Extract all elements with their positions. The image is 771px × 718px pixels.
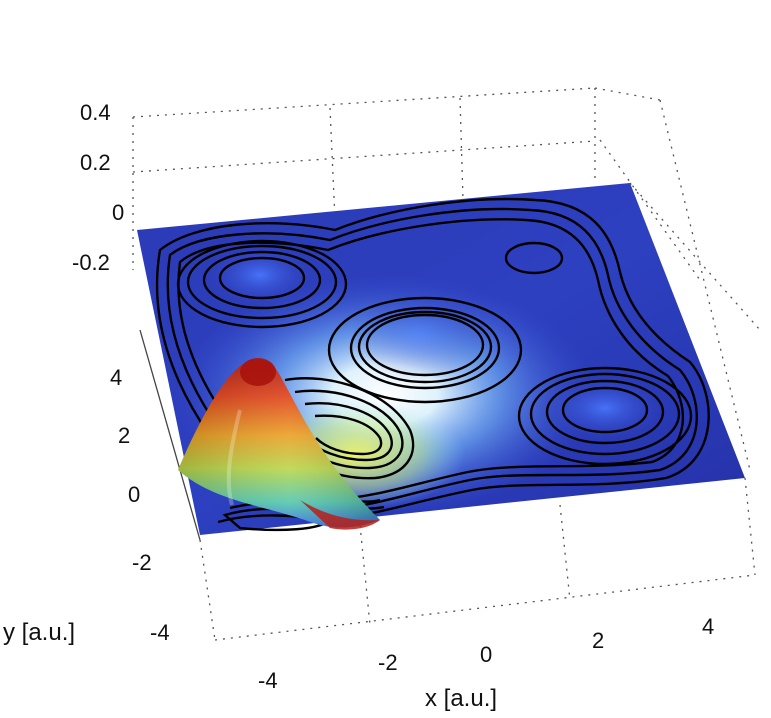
x-tick-label: 0 bbox=[480, 642, 492, 667]
z-tick-label: 0.2 bbox=[80, 150, 111, 175]
peak-bump bbox=[178, 358, 380, 530]
y-axis-label: y [a.u.] bbox=[3, 619, 75, 646]
y-tick-label: -4 bbox=[150, 620, 170, 645]
x-tick-label: 4 bbox=[702, 614, 714, 639]
z-axis: 0.4 0.2 0 -0.2 bbox=[72, 100, 124, 275]
x-axis-label: x [a.u.] bbox=[425, 685, 497, 712]
y-tick-label: -2 bbox=[132, 550, 152, 575]
x-axis: -4 -2 0 2 4 x [a.u.] bbox=[258, 614, 714, 712]
y-tick-label: 4 bbox=[110, 365, 122, 390]
y-tick-label: 2 bbox=[118, 423, 130, 448]
y-axis: 4 2 0 -2 -4 y [a.u.] bbox=[3, 365, 170, 646]
axis-box bbox=[132, 87, 761, 641]
z-tick-label: 0 bbox=[112, 200, 124, 225]
z-tick-label: 0.4 bbox=[80, 100, 111, 125]
y-tick-label: 0 bbox=[128, 482, 140, 507]
x-tick-label: -4 bbox=[258, 668, 278, 693]
x-tick-label: 2 bbox=[592, 628, 604, 653]
x-tick-label: -2 bbox=[378, 650, 398, 675]
z-tick-label: -0.2 bbox=[72, 250, 110, 275]
